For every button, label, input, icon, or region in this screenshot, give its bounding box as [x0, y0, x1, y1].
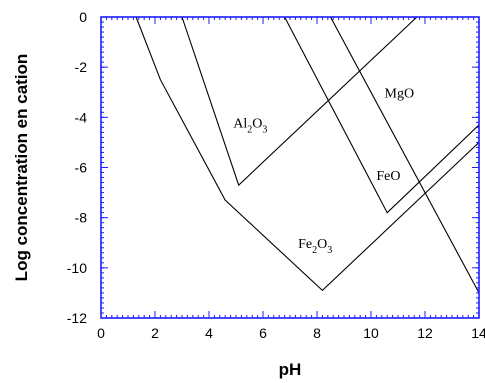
- axis-ticks: [100, 16, 480, 319]
- y-tick-label: 0: [79, 9, 87, 25]
- x-tick-labels: 0 2 4 6 8 10 12 14: [97, 325, 485, 341]
- x-tick-label: 8: [313, 325, 321, 341]
- series-line-al2o3: [181, 16, 418, 187]
- x-axis-title: pH: [279, 360, 302, 379]
- series-line-feo: [284, 16, 480, 214]
- x-tick-label: 4: [205, 325, 213, 341]
- x-tick-label: 14: [471, 325, 485, 341]
- x-tick-label: 10: [363, 325, 379, 341]
- y-tick-label: -4: [75, 109, 88, 125]
- y-tick-label: -6: [75, 160, 88, 176]
- series-label-mgo: MgO: [385, 86, 415, 101]
- x-tick-label: 2: [151, 325, 159, 341]
- y-tick-labels: 0 -2 -4 -6 -8 -10 -12: [67, 9, 87, 326]
- series-line-fe2o3: [135, 16, 480, 292]
- y-tick-label: -12: [67, 310, 87, 326]
- x-tick-label: 12: [417, 325, 433, 341]
- series-line-mgo: [330, 16, 480, 294]
- series-label-feo: FeO: [376, 169, 400, 184]
- y-axis-title: Log concentration en cation: [12, 54, 31, 282]
- x-tick-label: 6: [259, 325, 267, 341]
- y-tick-label: -2: [75, 59, 88, 75]
- plot-frame: [100, 16, 480, 319]
- y-tick-label: -10: [67, 260, 87, 276]
- series-label-fe2o3: Fe2O3: [298, 237, 332, 256]
- x-tick-label: 0: [97, 325, 105, 341]
- series-labels: Al2O3 Fe2O3 FeO MgO: [233, 86, 415, 256]
- series-label-al2o3: Al2O3: [233, 116, 267, 135]
- series-lines: [135, 16, 480, 294]
- y-tick-label: -8: [75, 210, 88, 226]
